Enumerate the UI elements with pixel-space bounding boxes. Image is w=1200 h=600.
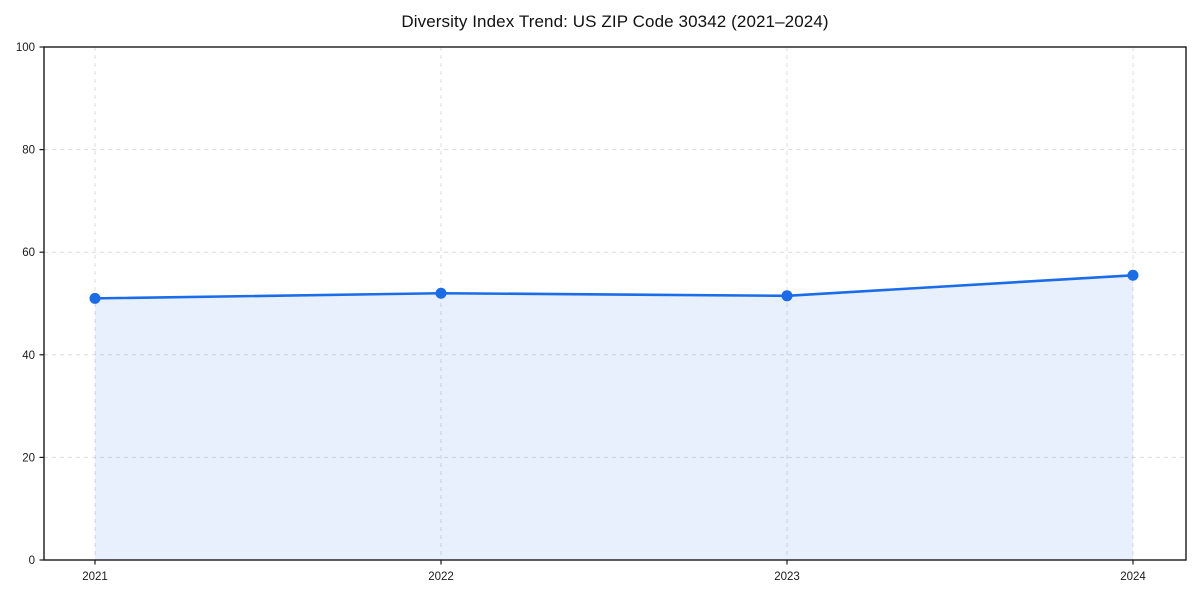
x-tick-label: 2024 (1120, 571, 1146, 583)
y-tick-label: 60 (22, 247, 35, 259)
chart-title: Diversity Index Trend: US ZIP Code 30342… (401, 12, 829, 31)
plot-border (43, 46, 1187, 561)
y-tick-label: 20 (22, 452, 35, 464)
area-fill (95, 275, 1133, 560)
y-tick-label: 100 (16, 42, 35, 54)
x-tick-label: 2023 (774, 571, 800, 583)
data-point-marker (1127, 269, 1139, 281)
plot-background (44, 47, 1186, 560)
data-point-marker (89, 292, 101, 304)
x-tick-label: 2022 (428, 571, 454, 583)
y-tick-label: 40 (22, 350, 35, 362)
trend-line (93, 273, 1135, 300)
y-tick-label: 0 (29, 555, 35, 567)
y-tick-label: 80 (22, 145, 35, 157)
data-point-marker (435, 287, 447, 299)
x-tick-label: 2021 (82, 571, 108, 583)
data-point-marker (781, 290, 793, 302)
